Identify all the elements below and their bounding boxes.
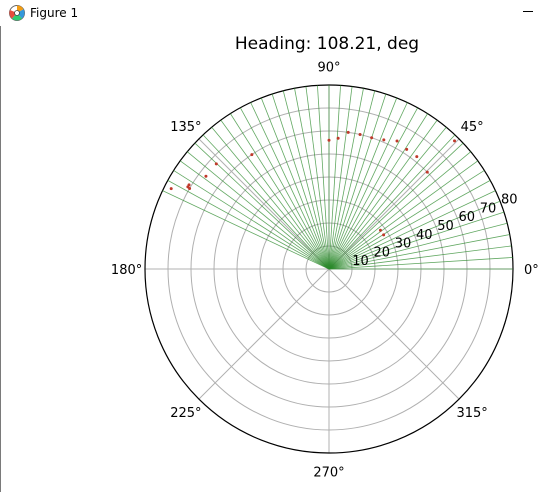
heading-rays	[162, 85, 513, 270]
data-point	[346, 130, 350, 134]
heading-ray	[328, 126, 447, 270]
data-point	[425, 170, 429, 174]
minimize-icon	[523, 10, 533, 12]
r-tick-label: 10	[352, 254, 369, 269]
heading-ray	[328, 90, 376, 270]
heading-ray	[328, 97, 398, 270]
data-point	[358, 133, 362, 137]
window-titlebar: Figure 1	[0, 0, 552, 26]
minimize-button[interactable]	[516, 0, 540, 22]
heading-ray	[328, 113, 428, 270]
polar-chart: Heading: 108.21, deg 0° 45° 90° 135° 180° 225…	[111, 34, 539, 481]
data-point	[188, 187, 192, 190]
data-points	[169, 130, 457, 237]
data-point	[382, 138, 386, 142]
theta-gridline	[328, 268, 460, 400]
theta-tick-label: 180°	[111, 263, 142, 278]
chart-title: Heading: 108.21, deg	[235, 34, 419, 54]
theta-tick-label: 45°	[461, 120, 484, 135]
data-point	[336, 136, 340, 140]
data-point	[250, 153, 254, 157]
r-tick-label: 50	[437, 219, 454, 234]
r-tick-label: 30	[395, 237, 412, 252]
heading-ray	[328, 134, 456, 270]
theta-gridline	[328, 138, 460, 270]
data-point	[378, 228, 382, 232]
data-point	[382, 233, 386, 237]
r-tick-label: 80	[501, 193, 518, 208]
heading-ray	[260, 97, 330, 270]
r-tick-label: 60	[458, 210, 475, 225]
matplotlib-icon	[9, 5, 25, 21]
heading-ray	[328, 102, 408, 270]
heading-ray	[179, 160, 330, 270]
data-point	[453, 139, 457, 143]
heading-ray	[328, 190, 496, 270]
heading-ray	[162, 190, 330, 270]
heading-ray	[173, 170, 330, 270]
data-point	[370, 136, 374, 140]
heading-ray	[230, 113, 330, 270]
theta-tick-label: 0°	[524, 263, 539, 278]
heading-ray	[328, 257, 513, 270]
data-point	[405, 147, 409, 151]
figure-canvas: Heading: 108.21, deg 0° 45° 90° 135° 180° 225…	[0, 26, 552, 492]
theta-tick-label: 90°	[317, 61, 340, 76]
data-point	[415, 155, 419, 159]
heading-ray	[294, 88, 330, 270]
heading-ray	[167, 180, 330, 270]
heading-ray	[328, 85, 341, 270]
heading-ray	[202, 134, 330, 270]
window-border	[0, 26, 1, 492]
heading-ray	[328, 107, 418, 270]
data-point	[204, 174, 208, 178]
heading-ray	[328, 142, 464, 270]
data-point	[327, 138, 331, 142]
theta-tick-label: 135°	[170, 120, 201, 135]
r-tick-label: 40	[416, 228, 433, 243]
window-title: Figure 1	[30, 6, 79, 20]
heading-ray	[328, 160, 479, 270]
heading-ray	[328, 93, 387, 270]
heading-ray	[328, 200, 501, 270]
heading-ray	[211, 126, 330, 270]
heading-ray	[328, 245, 512, 270]
heading-ray	[240, 107, 330, 270]
heading-ray	[328, 222, 508, 270]
heading-ray	[328, 151, 472, 270]
data-point	[169, 187, 173, 191]
heading-ray	[220, 119, 330, 270]
heading-ray	[328, 86, 353, 270]
heading-ray	[328, 88, 364, 270]
theta-tick-label: 270°	[313, 465, 344, 480]
heading-ray	[186, 151, 330, 270]
data-point	[214, 162, 218, 166]
heading-ray	[328, 234, 510, 270]
theta-gridline	[198, 268, 330, 400]
axis-labels: 0° 45° 90° 135° 180° 225° 270° 315° 10 20 30 40 50 60…	[111, 61, 539, 481]
heading-ray	[271, 93, 330, 270]
r-tick-label: 70	[480, 201, 497, 216]
heading-ray	[282, 90, 330, 270]
heading-ray	[328, 211, 505, 270]
heading-ray	[305, 86, 330, 270]
theta-gridline	[198, 138, 330, 270]
r-tick-label: 20	[373, 245, 390, 260]
heading-ray	[328, 170, 485, 270]
heading-ray	[317, 85, 330, 270]
theta-tick-label: 315°	[456, 406, 487, 421]
theta-tick-label: 225°	[170, 406, 201, 421]
data-point	[395, 139, 399, 143]
heading-ray	[328, 119, 438, 270]
heading-ray	[328, 180, 491, 270]
heading-ray	[250, 102, 330, 270]
